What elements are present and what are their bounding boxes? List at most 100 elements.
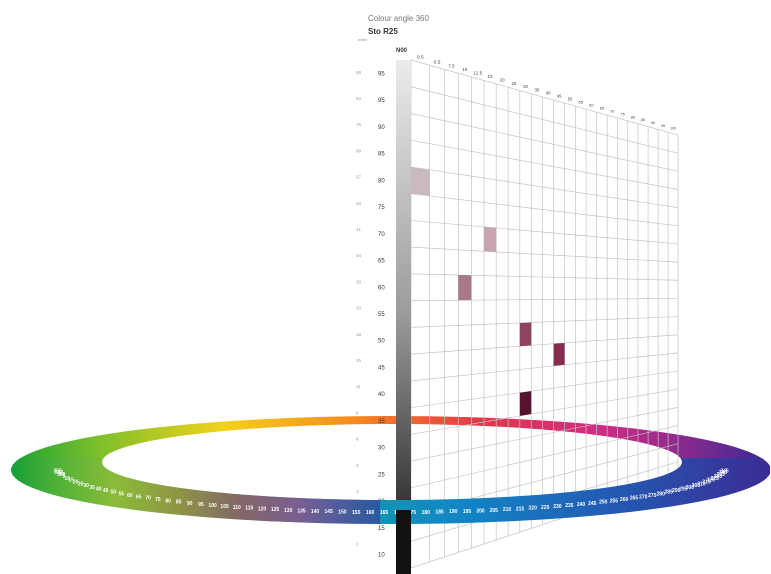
- chroma-label: 0.5: [417, 55, 424, 61]
- lightness-label: 95: [378, 98, 385, 104]
- chroma-label: 85: [641, 118, 645, 122]
- hue-angle-label: 315: [702, 480, 711, 486]
- hue-angle-label: 300: [686, 485, 695, 491]
- hue-angle-label: 250: [599, 500, 608, 506]
- colour-sample: [553, 342, 565, 366]
- hue-angle-label: 135: [297, 508, 306, 514]
- chroma-label: 35: [535, 87, 540, 92]
- hue-angle-label: 75: [155, 497, 161, 503]
- hue-angle-label: 140: [311, 509, 320, 515]
- chroma-label: 55: [578, 100, 583, 105]
- hue-angle-label: 150: [338, 510, 347, 516]
- lrv-label: 23: [356, 306, 362, 311]
- colour-sample: [519, 391, 532, 416]
- hue-angle-label: 165: [380, 510, 389, 516]
- hue-angle-label: 325: [711, 476, 720, 482]
- hue-angle-label: 220: [529, 506, 538, 512]
- lightness-label: 45: [378, 365, 385, 371]
- hue-angle-label: 215: [516, 507, 525, 513]
- hue-angle-label: 25: [78, 481, 84, 487]
- hue-angle-label: 345: [720, 468, 729, 474]
- colour-sample: [483, 226, 497, 252]
- hue-angle-label: 120: [258, 507, 267, 513]
- chroma-label: 60: [589, 103, 594, 108]
- lightness-label: 55: [378, 312, 385, 318]
- hue-angle-label: 205: [490, 508, 499, 514]
- chroma-label: 40: [546, 91, 551, 96]
- chroma-label: 45: [557, 94, 562, 99]
- chroma-label: 75: [621, 112, 625, 116]
- colour-sample: [458, 275, 472, 301]
- colour-angle-title: Colour angle 360: [368, 14, 429, 23]
- colour-samples: [411, 166, 565, 416]
- chroma-label: 100: [670, 127, 676, 131]
- hue-angle-label: 50: [111, 490, 117, 496]
- hue-angle-label: 305: [692, 483, 701, 489]
- hue-angle-label: 115: [245, 506, 253, 512]
- hue-angle-label: 40: [96, 487, 102, 493]
- hue-angle-label: 185: [435, 510, 444, 516]
- lrv-label: 34: [356, 253, 362, 258]
- lightness-label: 10: [378, 553, 385, 559]
- hue-angle-label: 45: [103, 488, 109, 494]
- grid-row-line: [410, 316, 679, 328]
- hue-angle-label: 255: [610, 498, 619, 504]
- grid-row-line: [410, 166, 679, 208]
- hue-angle-label: 260: [620, 497, 629, 503]
- hue-angle-label: 160: [366, 510, 375, 516]
- hue-angle-label: 355: [55, 470, 64, 476]
- hue-angle-label: 105: [220, 504, 229, 510]
- hue-angle-label: 175: [408, 510, 417, 516]
- grid-row-line: [410, 86, 679, 154]
- grid-row-line: [410, 370, 679, 408]
- hue-angle-label: 70: [145, 496, 151, 502]
- hue-angle-label: 270: [639, 494, 648, 500]
- hue-angle-label: 60: [127, 493, 133, 499]
- neutral-label: N00: [396, 48, 408, 54]
- lightness-label: 75: [378, 205, 385, 211]
- hue-angle-label: 85: [176, 500, 182, 506]
- hue-angle-label: 30: [83, 483, 89, 489]
- lightness-label: 80: [378, 178, 385, 184]
- hue-angle-label: 350: [53, 468, 62, 474]
- lrv-label: 68: [356, 148, 362, 153]
- lightness-label: 85: [378, 152, 385, 158]
- lightness-label: 95: [378, 71, 385, 77]
- lrv-label: 11: [356, 384, 361, 389]
- lrv-label: 28: [356, 279, 362, 284]
- hue-angle-label: 330: [714, 474, 723, 480]
- hue-angle-label: 65: [136, 494, 142, 500]
- grid-row-line: [410, 273, 679, 281]
- chroma-label: 15: [488, 74, 494, 79]
- lightness-label: 60: [378, 285, 385, 291]
- grid-row-line: [410, 352, 679, 382]
- hue-angle-label: 360: [57, 472, 66, 478]
- chroma-label: 30: [523, 84, 528, 89]
- grid-row-line: [410, 246, 679, 263]
- grid-row-line: [410, 298, 679, 301]
- hue-angle-label: 155: [352, 510, 361, 516]
- lrv-label: 41: [356, 227, 362, 232]
- lrv-label: 57: [356, 175, 362, 180]
- chroma-label: 50: [568, 97, 573, 102]
- hue-angle-label: 5: [63, 474, 66, 480]
- lightness-label: 40: [378, 392, 385, 398]
- chroma-label: 20: [500, 78, 505, 83]
- hue-ring-front: [10, 416, 770, 526]
- hue-angle-label: 320: [707, 478, 716, 484]
- hue-angle-label: 10: [65, 476, 71, 482]
- chroma-label: 80: [631, 115, 635, 119]
- hue-angle-label: 290: [672, 488, 681, 494]
- hue-angle-label: 210: [503, 507, 512, 513]
- grid-row-line: [410, 220, 679, 245]
- chroma-labels: 0.5 0.5 7.5 10 12.5 15 20 25 30 35 40 45 50 55 60 65 70 7…: [417, 55, 676, 131]
- lrv-label: 83: [356, 96, 362, 101]
- hue-angle-label: 100: [208, 503, 217, 509]
- hue-angle-label: 235: [565, 503, 574, 509]
- chroma-label: 65: [600, 106, 605, 111]
- grid-row-line: [410, 193, 679, 227]
- hue-angle-label: 265: [630, 496, 639, 502]
- hue-angle-label: 280: [657, 491, 666, 497]
- hue-angle-label: 245: [588, 501, 597, 507]
